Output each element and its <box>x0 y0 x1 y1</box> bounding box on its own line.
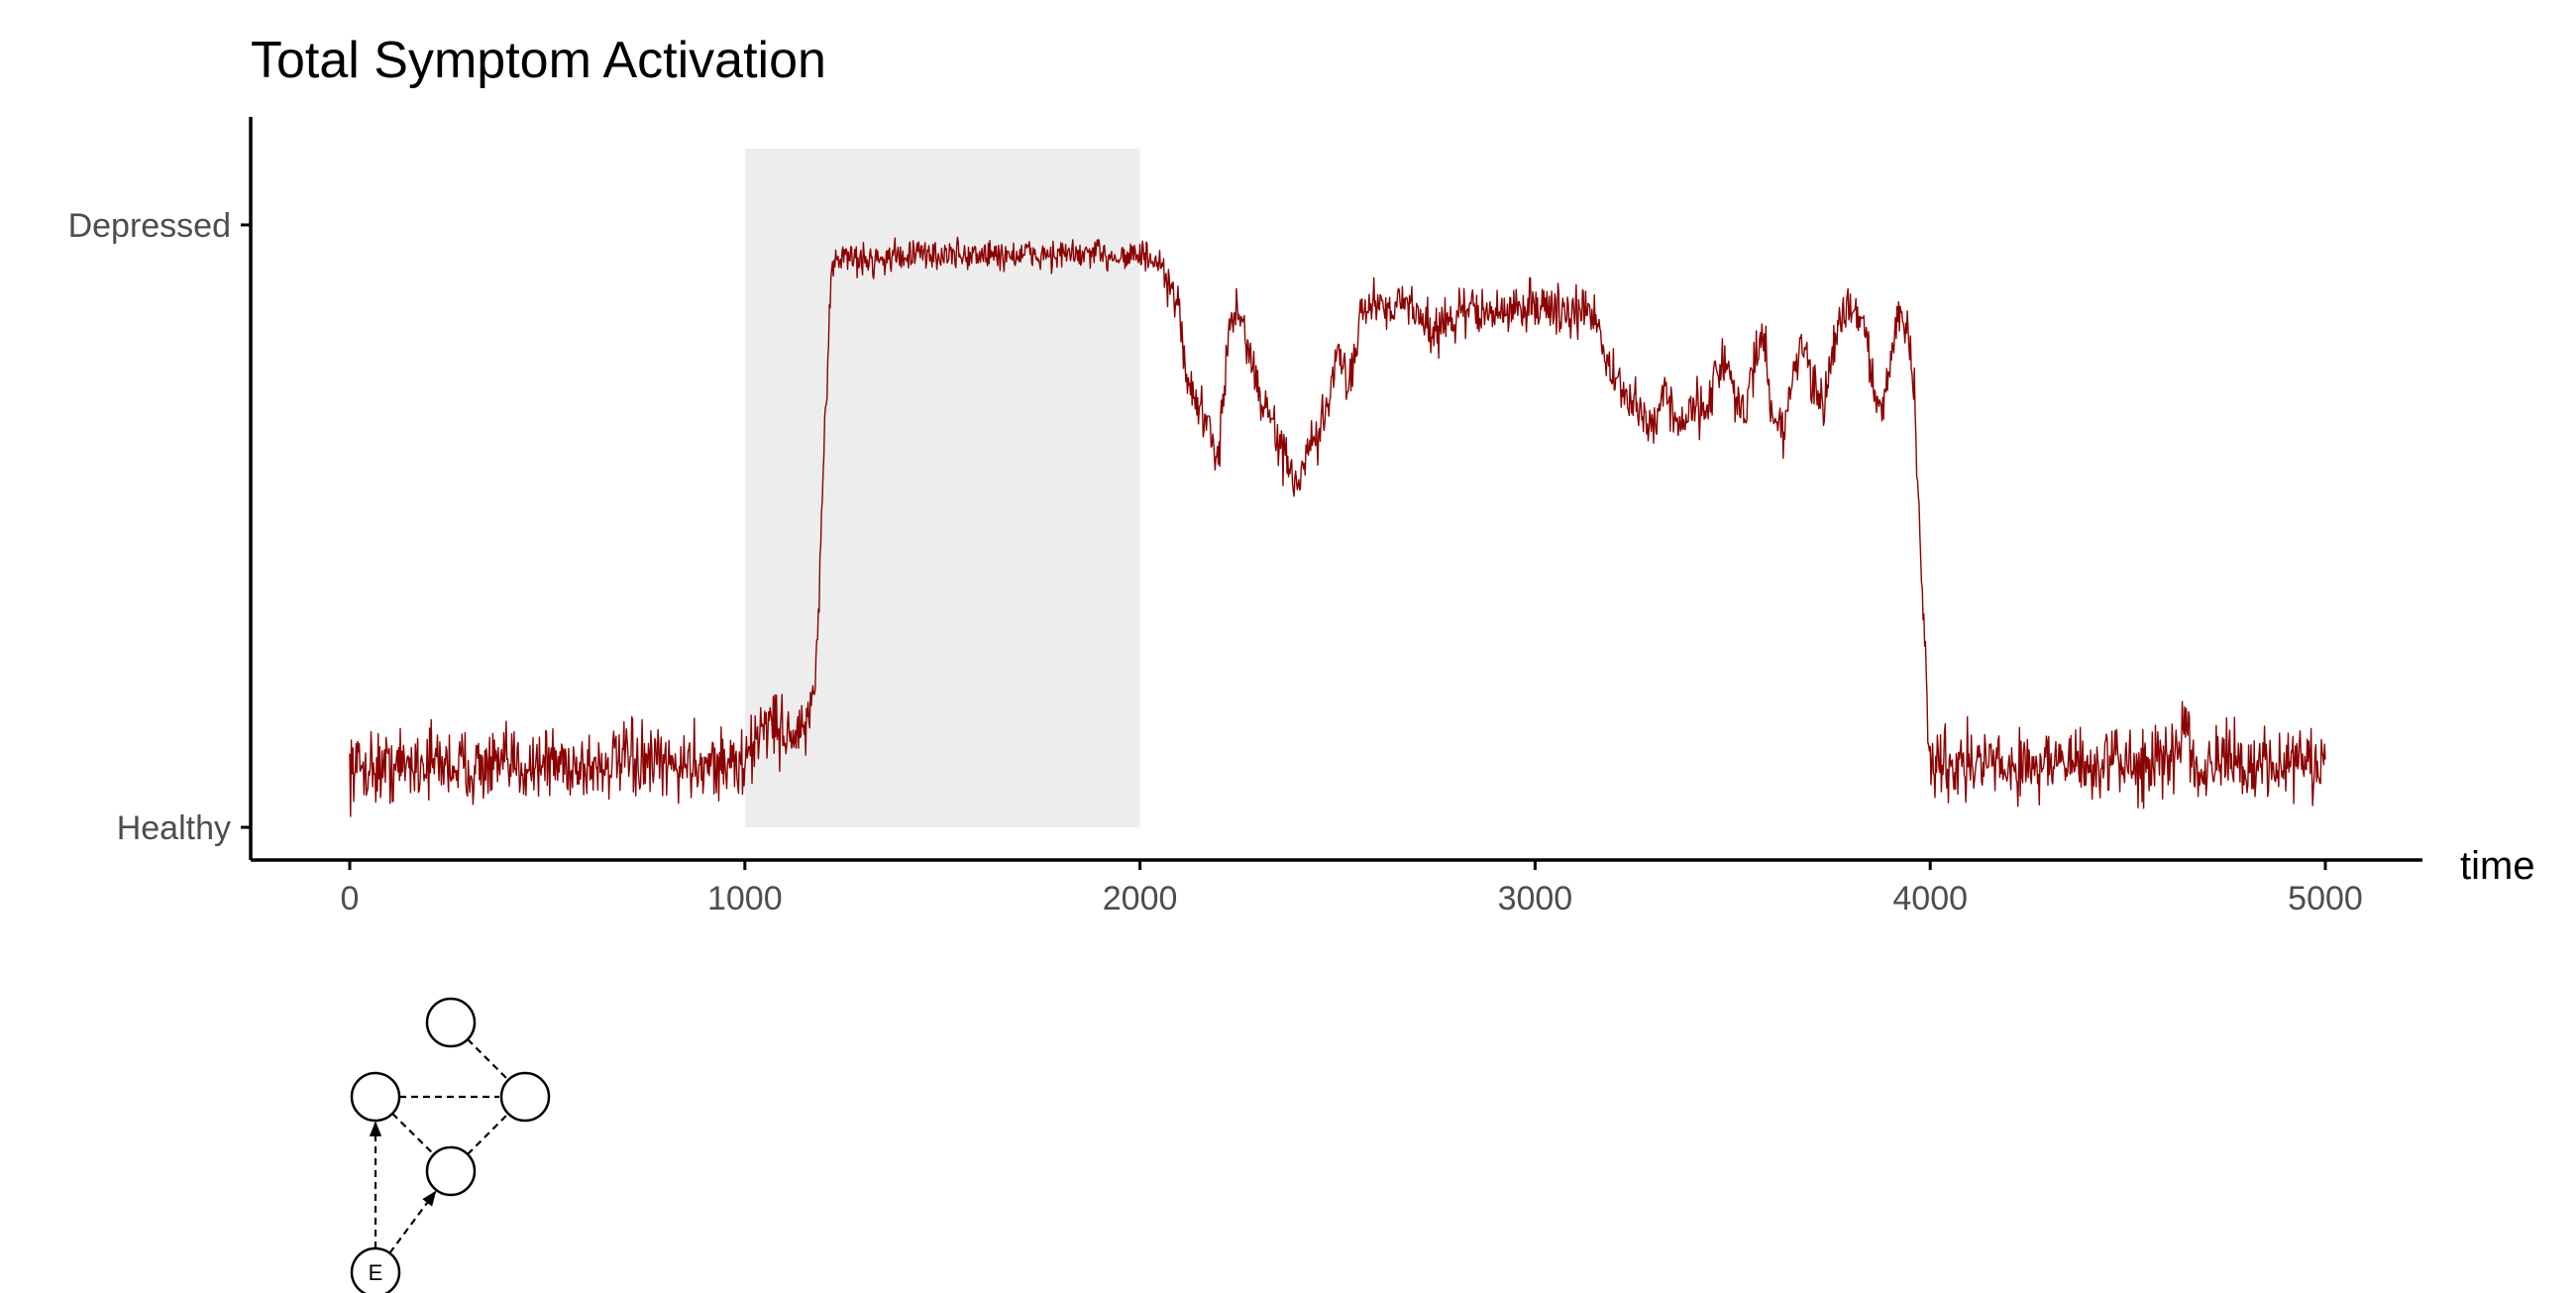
network-edge <box>391 1113 434 1154</box>
network-node-left <box>350 1071 401 1123</box>
x-axis-title: time <box>2460 844 2535 888</box>
symptom-network-diagram: E <box>350 997 551 1293</box>
network-node-environment <box>350 1246 401 1293</box>
chart-title: Total Symptom Activation <box>251 32 826 89</box>
y-tick-label: Depressed <box>68 207 231 245</box>
network-node-right <box>499 1071 551 1123</box>
network-edge <box>388 1190 437 1254</box>
network-node-top <box>425 997 477 1048</box>
x-tick-label: 5000 <box>2288 880 2363 917</box>
y-tick-label: Healthy <box>117 809 231 847</box>
symptom-series-line <box>349 236 2326 817</box>
plot-area <box>349 236 2326 817</box>
network-edge <box>467 1038 508 1080</box>
x-tick-label: 2000 <box>1103 880 1178 917</box>
y-axis-ticks: Depressed Healthy <box>68 207 251 847</box>
x-axis-ticks: 0 1000 2000 3000 4000 5000 <box>341 860 2363 917</box>
x-tick-label: 4000 <box>1892 880 1968 917</box>
x-tick-label: 3000 <box>1498 880 1573 917</box>
network-node-center <box>425 1145 477 1197</box>
network-node-label: E <box>369 1260 383 1285</box>
x-tick-label: 0 <box>341 880 360 917</box>
x-tick-label: 1000 <box>707 880 783 917</box>
network-edge <box>467 1114 508 1155</box>
